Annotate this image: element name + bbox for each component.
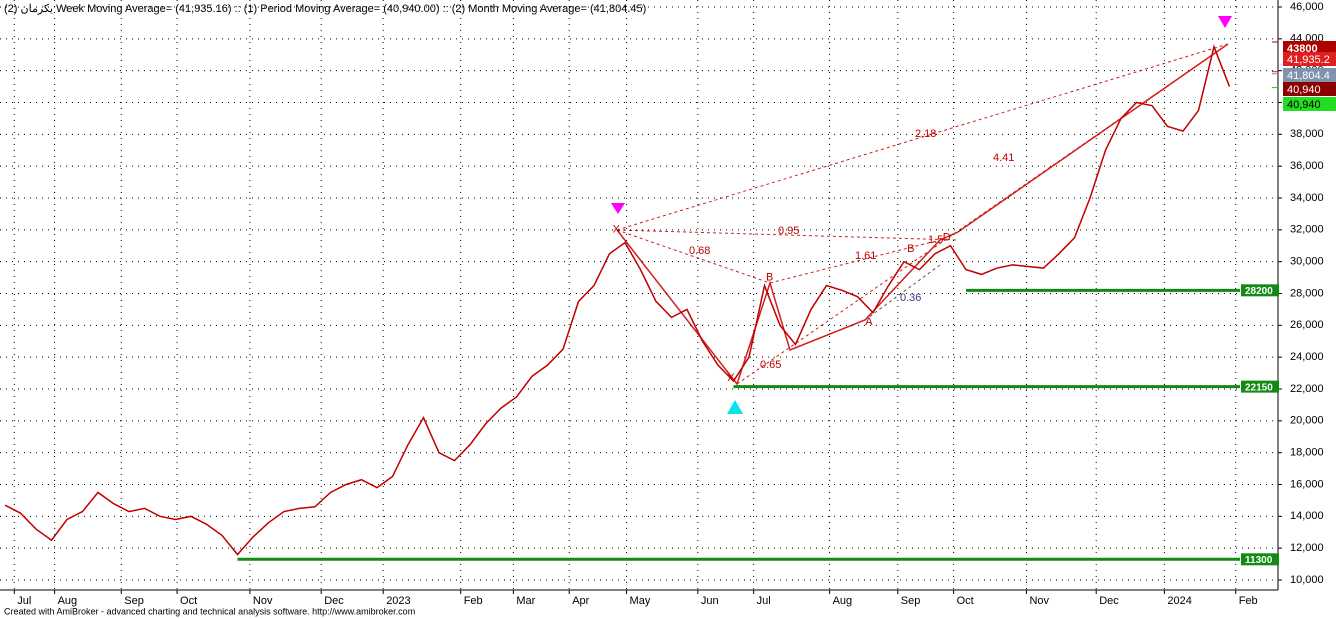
level-tag bbox=[1241, 380, 1279, 393]
x-tick-label: Dec bbox=[324, 595, 344, 607]
sell-arrow bbox=[611, 203, 625, 214]
ratio-label: 0.36 bbox=[900, 292, 921, 304]
pattern-label: B bbox=[766, 271, 773, 283]
y-tick-label: 20,000 bbox=[1290, 415, 1324, 427]
buy-arrow bbox=[727, 400, 743, 414]
y-tick-label: 38,000 bbox=[1290, 128, 1324, 140]
ratio-label: 0.95 bbox=[778, 225, 799, 237]
level-label: 11300 bbox=[1245, 555, 1273, 566]
pattern-label: X bbox=[727, 372, 735, 384]
price-tag bbox=[1283, 68, 1336, 82]
x-tick-label: Nov bbox=[1029, 595, 1049, 607]
ratio-label: 0.68 bbox=[689, 245, 710, 257]
price-tag-label: 40,940 bbox=[1287, 99, 1321, 111]
pattern-lines bbox=[616, 43, 1229, 386]
plot-area bbox=[0, 0, 1278, 590]
level-label: 22150 bbox=[1245, 382, 1273, 393]
price-tag bbox=[1283, 41, 1336, 55]
footer: Created with AmiBroker - advanced charti… bbox=[4, 606, 415, 616]
ratio-label: 0.65 bbox=[760, 359, 781, 371]
y-tick-label: 16,000 bbox=[1290, 478, 1324, 490]
price-tag bbox=[1283, 52, 1336, 66]
x-tick-label: Oct bbox=[957, 595, 974, 607]
y-tick-label: 22,000 bbox=[1290, 383, 1324, 395]
x-tick-label: Sep bbox=[124, 595, 144, 607]
sell-arrow bbox=[1218, 16, 1232, 28]
y-tick-label: 28,000 bbox=[1290, 287, 1324, 299]
x-tick-label: Feb bbox=[1239, 595, 1258, 607]
y-tick-label: 46,000 bbox=[1290, 1, 1324, 13]
y-tick-label: 24,000 bbox=[1290, 351, 1324, 363]
ratio-label: 1.61 bbox=[855, 250, 876, 262]
pattern-label: D bbox=[943, 232, 951, 244]
y-tick-label: 10,000 bbox=[1290, 574, 1324, 586]
price-tag-label: 40,940 bbox=[1287, 84, 1321, 96]
x-tick-label: 2024 bbox=[1167, 595, 1191, 607]
pattern-label: B bbox=[907, 243, 914, 255]
x-tick-label: Aug bbox=[58, 595, 78, 607]
x-tick-label: May bbox=[630, 595, 651, 607]
x-tick-label: Oct bbox=[180, 595, 197, 607]
y-tick-label: 18,000 bbox=[1290, 447, 1324, 459]
y-tick-label: 34,000 bbox=[1290, 192, 1324, 204]
x-tick-label: Dec bbox=[1099, 595, 1119, 607]
pattern-label: X bbox=[613, 224, 621, 236]
x-tick-label: Mar bbox=[516, 595, 535, 607]
y-tick-label: 12,000 bbox=[1290, 542, 1324, 554]
level-tag bbox=[1241, 284, 1279, 297]
x-tick-label: Aug bbox=[833, 595, 853, 607]
y-tick-label: 26,000 bbox=[1290, 319, 1324, 331]
price-tag-label: 41,935.2 bbox=[1287, 54, 1330, 66]
x-tick-label: Nov bbox=[253, 595, 273, 607]
x-tick-label: Jul bbox=[757, 595, 771, 607]
x-tick-label: Jun bbox=[701, 595, 719, 607]
chart-title: یکرمان (2) Week Moving Average= (41,935.… bbox=[4, 3, 646, 15]
y-tick-label: 30,000 bbox=[1290, 256, 1324, 268]
x-tick-label: Sep bbox=[901, 595, 921, 607]
price-line bbox=[4, 44, 1231, 556]
price-tag-label: 41,804.4 bbox=[1287, 70, 1330, 82]
x-tick-label: 2023 bbox=[386, 595, 410, 607]
x-tick-label: Feb bbox=[464, 595, 483, 607]
price-tag bbox=[1283, 97, 1336, 111]
x-tick-label: Jul bbox=[17, 595, 31, 607]
ratio-label: 1.5 bbox=[928, 234, 943, 246]
y-tick-label: 14,000 bbox=[1290, 510, 1324, 522]
level-tag bbox=[1241, 553, 1279, 566]
ratio-label: 2.18 bbox=[915, 128, 936, 140]
price-tag bbox=[1283, 82, 1336, 96]
y-tick-label: 32,000 bbox=[1290, 224, 1324, 236]
level-label: 28200 bbox=[1245, 286, 1273, 297]
pattern-label: A bbox=[865, 316, 873, 328]
price-tag-label: 43800 bbox=[1287, 43, 1318, 55]
y-tick-label: 36,000 bbox=[1290, 160, 1324, 172]
x-tick-label: Apr bbox=[572, 595, 589, 607]
ratio-label: 4.41 bbox=[993, 152, 1014, 164]
